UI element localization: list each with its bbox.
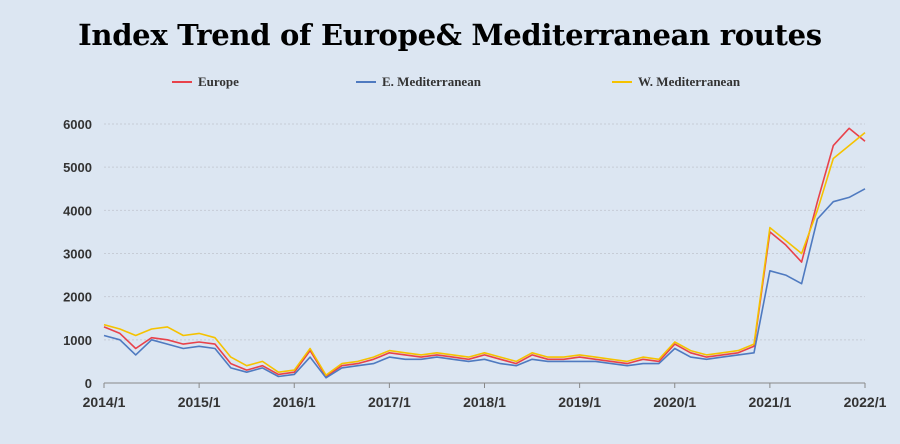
axes [103, 382, 866, 388]
x-tick-label-2019/1: 2019/1 [558, 394, 601, 410]
series-line-e-mediterranean [103, 188, 866, 379]
legend-label-e-mediterranean: E. Mediterranean [382, 74, 481, 89]
legend-item-e-mediterranean: E. Mediterranean [356, 74, 481, 90]
y-tick-label-4000: 4000 [63, 203, 92, 218]
legend-item-w-mediterranean: W. Mediterranean [612, 74, 740, 90]
x-tick-label-2021/1: 2021/1 [748, 394, 791, 410]
x-tick-label-2020/1: 2020/1 [653, 394, 696, 410]
legend-item-europe: Europe [172, 74, 239, 90]
x-axis-ticks: 2014/1 2015/1 2016/1 2017/1 2018/1 2019/1 2020… [83, 394, 887, 410]
gridlines [104, 123, 865, 341]
x-tick-label-2017/1: 2017/1 [368, 394, 411, 410]
y-tick-label-5000: 5000 [63, 160, 92, 175]
x-tick-label-2016/1: 2016/1 [273, 394, 316, 410]
y-axis-ticks: 0 1000 2000 3000 4000 5000 6000 [63, 117, 92, 391]
legend-label-europe: Europe [198, 74, 239, 89]
series-line-europe [103, 127, 866, 378]
chart-title: Index Trend of Europe& Mediterranean rou… [78, 18, 822, 52]
x-tick-label-2015/1: 2015/1 [178, 394, 221, 410]
legend-label-w-mediterranean: W. Mediterranean [638, 74, 741, 89]
series-lines [103, 127, 866, 379]
x-tick-label-2022/1: 2022/1 [844, 394, 887, 410]
legend: Europe E. Mediterranean W. Mediterranean [0, 74, 900, 94]
y-tick-label-0: 0 [85, 376, 92, 391]
y-tick-label-3000: 3000 [63, 247, 92, 262]
y-tick-label-1000: 1000 [63, 333, 92, 348]
legend-swatch-europe [172, 81, 192, 83]
legend-swatch-e-mediterranean [356, 81, 376, 83]
x-tick-label-2014/1: 2014/1 [83, 394, 126, 410]
y-tick-label-6000: 6000 [63, 117, 92, 132]
series-line-w-mediterranean [103, 131, 866, 377]
legend-swatch-w-mediterranean [612, 81, 632, 83]
x-tick-label-2018/1: 2018/1 [463, 394, 506, 410]
y-tick-label-2000: 2000 [63, 290, 92, 305]
